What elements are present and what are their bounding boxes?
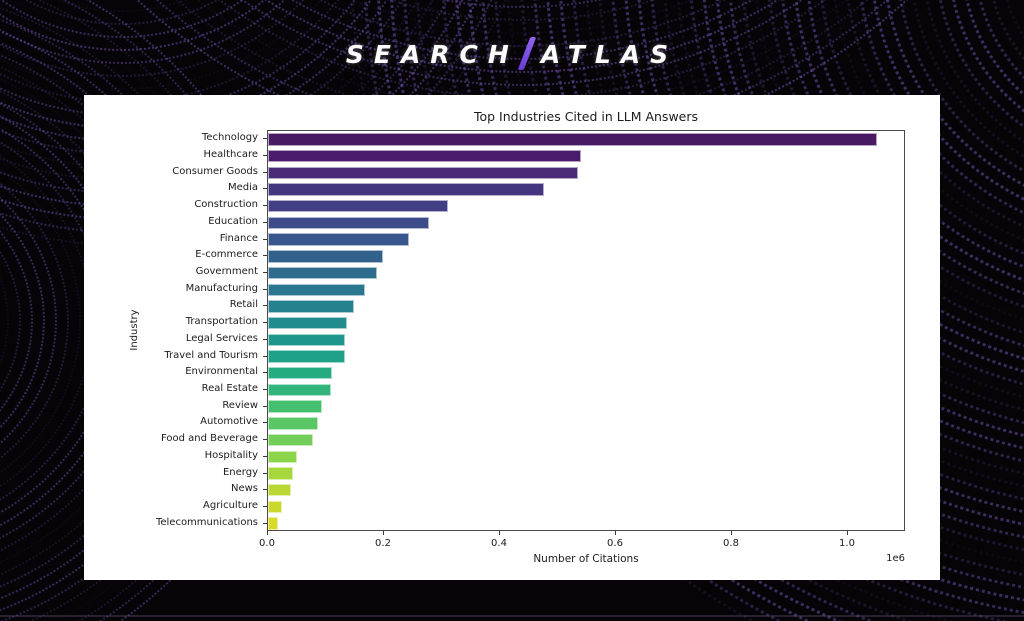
- bar-agriculture: [268, 500, 282, 514]
- category-label: Energy: [222, 466, 258, 478]
- y-tick: [263, 439, 267, 441]
- x-tick: [382, 531, 384, 535]
- bar-technology: [268, 133, 877, 146]
- x-tick-label: 0.0: [259, 538, 275, 549]
- search-atlas-logo: SEARCH ATLAS: [0, 37, 1024, 70]
- category-label: Legal Services: [185, 332, 258, 344]
- logo-slash-icon: [517, 37, 537, 70]
- x-tick-label: 0.4: [491, 538, 507, 549]
- category-label: Food and Beverage: [161, 433, 258, 445]
- y-tick: [263, 388, 267, 390]
- category-label: Consumer Goods: [172, 165, 258, 177]
- y-tick: [263, 155, 267, 157]
- bar-telecommunications: [268, 517, 278, 530]
- category-label: Real Estate: [201, 382, 258, 394]
- y-tick: [263, 372, 267, 374]
- x-tick: [730, 531, 732, 535]
- x-axis-label: Number of Citations: [533, 553, 639, 565]
- category-label: Environmental: [185, 366, 258, 378]
- x-tick-label: 1.0: [839, 538, 855, 549]
- x-tick-label: 0.6: [607, 538, 623, 549]
- y-tick: [263, 472, 267, 474]
- background-divider-line: [0, 615, 1024, 617]
- bar-construction: [268, 199, 448, 213]
- y-tick: [263, 422, 267, 424]
- y-tick: [263, 171, 267, 173]
- category-label: Transportation: [185, 316, 258, 328]
- category-label: Technology: [201, 132, 258, 144]
- y-tick: [263, 272, 267, 274]
- category-label: Automotive: [200, 416, 258, 428]
- bar-automotive: [268, 417, 318, 430]
- y-tick: [263, 405, 267, 407]
- category-label: Media: [227, 182, 258, 194]
- y-tick: [263, 505, 267, 507]
- y-tick: [263, 305, 267, 307]
- x-tick: [846, 531, 848, 535]
- category-label: Finance: [219, 232, 258, 244]
- category-label: Education: [208, 215, 258, 227]
- category-label: Review: [222, 399, 258, 411]
- y-tick: [263, 255, 267, 257]
- category-label: Government: [195, 266, 258, 278]
- category-label: Healthcare: [203, 149, 258, 161]
- axis-offset-multiplier: 1e6: [886, 553, 905, 564]
- logo-word-search: SEARCH: [345, 40, 519, 69]
- bar-hospitality: [268, 450, 297, 463]
- y-tick: [263, 205, 267, 207]
- bar-finance: [268, 233, 409, 246]
- bar-manufacturing: [268, 283, 365, 296]
- y-tick: [263, 355, 267, 357]
- y-tick: [263, 188, 267, 190]
- bar-travel-and-tourism: [268, 350, 345, 363]
- x-tick: [614, 531, 616, 535]
- bar-transportation: [268, 316, 347, 330]
- y-tick: [263, 221, 267, 223]
- logo-word-atlas: ATLAS: [540, 40, 679, 69]
- category-label: E-commerce: [195, 249, 258, 261]
- bar-review: [268, 400, 322, 413]
- bar-retail: [268, 300, 354, 313]
- y-tick: [263, 338, 267, 340]
- category-label: News: [230, 483, 258, 495]
- y-tick: [263, 238, 267, 240]
- category-label: Telecommunications: [155, 516, 258, 528]
- category-label: Hospitality: [204, 449, 258, 461]
- bar-real-estate: [268, 383, 331, 397]
- chart-title: Top Industries Cited in LLM Answers: [473, 109, 699, 124]
- bar-legal-services: [268, 333, 346, 347]
- y-tick: [263, 138, 267, 140]
- bar-news: [268, 484, 292, 497]
- category-label: Retail: [229, 299, 258, 311]
- category-label: Manufacturing: [185, 282, 258, 294]
- x-tick-label: 0.2: [375, 538, 391, 549]
- bar-media: [268, 183, 544, 196]
- bar-government: [268, 266, 377, 280]
- bar-healthcare: [268, 149, 582, 163]
- category-label: Agriculture: [203, 499, 258, 511]
- chart-card: Top Industries Cited in LLM Answers Indu…: [84, 95, 940, 580]
- y-tick: [263, 322, 267, 324]
- bar-environmental: [268, 367, 332, 380]
- bar-education: [268, 216, 430, 230]
- y-tick: [263, 455, 267, 457]
- category-label: Travel and Tourism: [164, 349, 258, 361]
- y-tick: [263, 288, 267, 290]
- x-tick: [498, 531, 500, 535]
- x-tick-label: 0.8: [723, 538, 739, 549]
- bar-food-and-beverage: [268, 433, 314, 447]
- x-tick: [266, 531, 268, 535]
- y-tick: [263, 489, 267, 491]
- bar-consumer-goods: [268, 166, 579, 179]
- bar-e-commerce: [268, 250, 383, 263]
- category-label: Construction: [194, 199, 258, 211]
- y-tick: [263, 522, 267, 524]
- plot-area: [267, 130, 905, 531]
- bar-energy: [268, 467, 293, 480]
